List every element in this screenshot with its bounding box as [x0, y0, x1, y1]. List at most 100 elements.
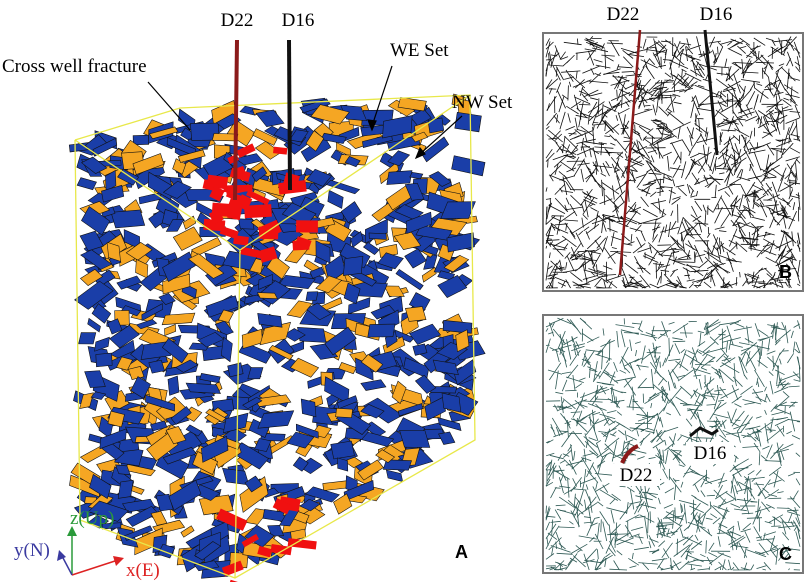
fracture: [608, 524, 612, 544]
fracture: [135, 258, 149, 279]
fracture: [572, 398, 584, 418]
fracture: [648, 540, 652, 549]
fracture: [675, 282, 681, 289]
fracture: [615, 532, 631, 542]
fracture: [187, 253, 225, 279]
fracture: [595, 481, 598, 490]
fracture: [700, 526, 713, 537]
fracture: [741, 79, 761, 83]
fracture: [557, 454, 562, 461]
fracture: [79, 392, 94, 410]
fracture: [621, 120, 630, 135]
fracture: [693, 396, 706, 414]
fracture: [557, 90, 566, 109]
fracture: [705, 540, 707, 554]
fracture: [795, 194, 801, 197]
fracture: [756, 345, 761, 357]
fracture: [691, 59, 703, 78]
fracture: [273, 146, 288, 155]
fracture: [732, 464, 742, 477]
fracture: [728, 66, 731, 80]
fracture: [655, 118, 666, 125]
fracture: [206, 174, 229, 190]
fracture: [773, 516, 776, 527]
fracture: [690, 133, 702, 151]
fracture: [773, 326, 780, 329]
fracture: [725, 167, 731, 173]
fracture: [587, 275, 604, 283]
fracture: [671, 369, 680, 381]
fracture: [787, 419, 801, 422]
fracture: [680, 48, 685, 57]
fracture: [241, 328, 263, 349]
fracture: [792, 371, 801, 379]
fracture: [550, 486, 557, 499]
fracture: [788, 72, 790, 79]
fracture: [695, 127, 703, 133]
fracture: [620, 265, 630, 286]
fracture: [636, 502, 644, 508]
fracture: [549, 347, 559, 353]
fracture: [591, 217, 610, 225]
fracture: [606, 410, 617, 414]
fracture: [769, 535, 776, 551]
fracture: [755, 416, 762, 419]
fracture: [548, 137, 557, 140]
fracture: [772, 114, 788, 123]
fracture: [681, 69, 683, 78]
fracture: [703, 174, 709, 185]
fracture: [686, 268, 690, 280]
fracture: [665, 284, 677, 289]
fracture: [664, 268, 667, 276]
fracture: [437, 417, 462, 431]
fracture: [740, 185, 750, 203]
fracture: [636, 413, 655, 418]
fracture: [787, 472, 795, 477]
fracture: [642, 38, 647, 49]
fracture: [578, 535, 598, 540]
fracture: [756, 176, 764, 187]
fracture: [612, 74, 627, 90]
fracture: [736, 242, 748, 253]
fracture: [724, 355, 729, 362]
fracture: [704, 478, 723, 485]
fracture: [570, 101, 582, 109]
fracture: [668, 337, 670, 356]
fracture: [732, 458, 749, 469]
fracture: [576, 506, 580, 528]
fracture: [545, 460, 553, 471]
fracture: [751, 427, 759, 440]
fracture: [574, 343, 585, 347]
fracture: [638, 534, 643, 545]
fracture: [795, 478, 801, 486]
fracture: [694, 114, 698, 122]
fracture: [789, 77, 800, 81]
fracture: [760, 168, 777, 178]
fracture: [678, 464, 685, 467]
fracture: [599, 489, 619, 501]
fracture: [691, 161, 694, 167]
fracture: [552, 248, 566, 251]
fracture: [630, 206, 642, 213]
fracture: [634, 400, 648, 417]
fracture: [438, 431, 456, 445]
fracture: [134, 527, 163, 556]
fracture: [664, 439, 667, 446]
fracture: [610, 509, 615, 524]
fracture: [617, 112, 624, 128]
fracture: [620, 127, 629, 129]
fracture: [746, 54, 753, 58]
fracture: [581, 400, 603, 403]
fracture: [678, 500, 697, 506]
fracture: [570, 195, 582, 206]
fracture: [667, 156, 670, 171]
fracture: [597, 523, 600, 538]
fracture: [615, 138, 628, 153]
fracture: [701, 391, 709, 396]
fracture: [335, 407, 353, 419]
fracture: [715, 109, 729, 120]
fracture: [706, 494, 715, 497]
fracture: [330, 440, 355, 460]
fracture: [577, 250, 596, 253]
fracture: [596, 448, 609, 459]
